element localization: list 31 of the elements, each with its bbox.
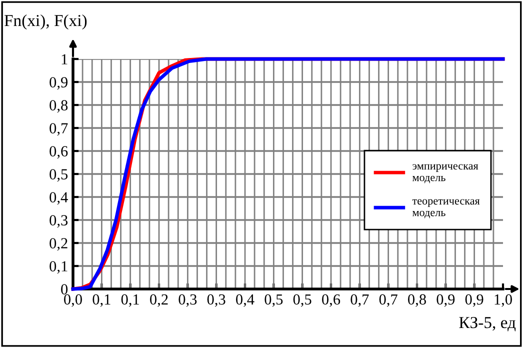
y-tick-label: 0,6 bbox=[50, 146, 68, 159]
x-tick-label: 0,5 bbox=[264, 294, 283, 307]
x-tick-label: 0,5 bbox=[293, 294, 312, 307]
x-tick-label: 0,8 bbox=[408, 294, 426, 307]
x-tick-label: 0,7 bbox=[350, 294, 369, 307]
x-tick-label: 0,2 bbox=[150, 294, 168, 307]
y-tick-label: 1 bbox=[62, 54, 68, 64]
y-tick-label: 0,3 bbox=[50, 215, 68, 228]
y-tick-label: 0,1 bbox=[50, 261, 68, 274]
legend-label: эмпирическая модель bbox=[412, 164, 478, 184]
x-tick-label: 0,1 bbox=[121, 294, 139, 307]
x-tick-label: 0,6 bbox=[322, 294, 340, 307]
x-tick-label: 0,9 bbox=[465, 294, 484, 307]
y-tick-label: 0,2 bbox=[50, 238, 68, 251]
x-tick-label: 0,0 bbox=[64, 294, 82, 307]
x-tick-label: 0,4 bbox=[236, 294, 254, 307]
legend-label: теоретическая модель bbox=[412, 199, 480, 218]
y-tick-label: 0 bbox=[61, 284, 68, 294]
y-tick-label: 0,9 bbox=[50, 77, 68, 90]
x-tick-label: 0,3 bbox=[178, 294, 197, 307]
y-tick-label: 0,4 bbox=[50, 192, 68, 205]
x-tick-label: 0,9 bbox=[436, 294, 455, 307]
x-tick-label: 0,1 bbox=[92, 294, 110, 307]
x-tick-label: 0,3 bbox=[207, 294, 226, 307]
x-tick-label: 0,7 bbox=[379, 294, 398, 307]
y-tick-label: 0,7 bbox=[50, 123, 68, 136]
y-tick-label: 0,5 bbox=[50, 169, 68, 182]
y-tick-label: 0,8 bbox=[50, 100, 68, 113]
x-tick-label: 1,0 bbox=[494, 294, 512, 307]
y-axis-title: Fn(xi), F(xi) bbox=[4, 14, 87, 30]
x-axis-title: КЗ-5, ед bbox=[459, 316, 516, 332]
